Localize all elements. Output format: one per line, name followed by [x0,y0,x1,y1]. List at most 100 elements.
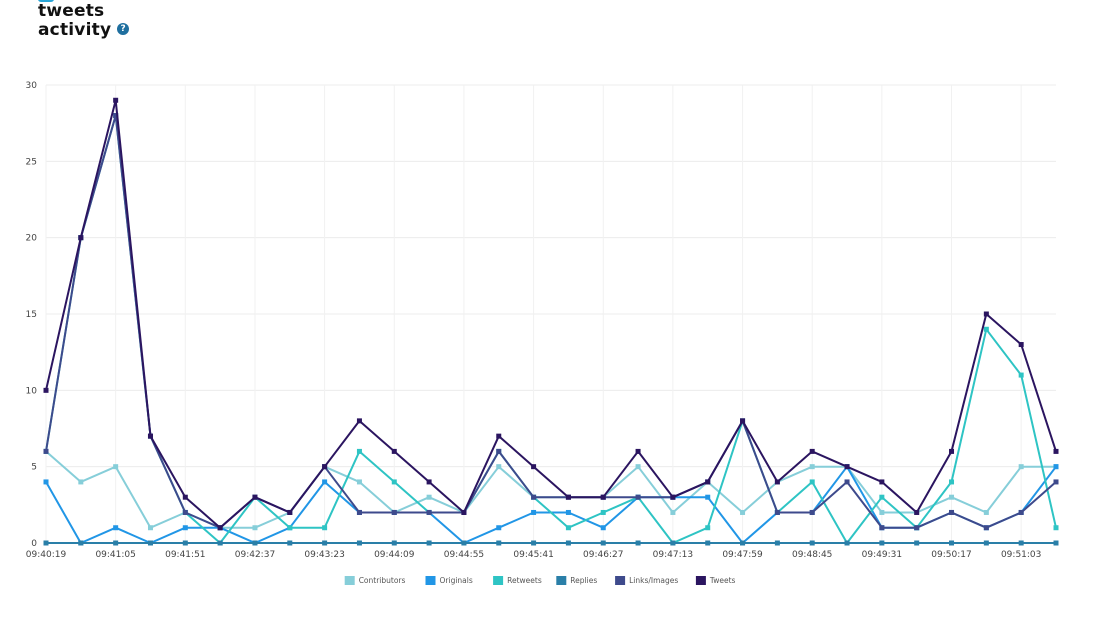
x-tick-label: 09:49:31 [862,550,902,560]
data-point [356,540,362,546]
data-point [774,479,780,485]
data-point [461,509,467,515]
data-point [78,479,84,485]
legend-label: Replies [570,576,597,585]
data-point [78,540,84,546]
data-point [356,418,362,424]
data-point [565,494,571,500]
data-point [949,509,955,515]
data-point [496,448,502,454]
data-point [426,540,432,546]
data-point [391,479,397,485]
data-point [391,509,397,515]
chart-grid [45,84,1056,544]
legend-swatch [344,576,355,585]
data-point [670,509,676,515]
data-point [43,479,49,485]
data-point [740,540,746,546]
data-point [426,479,432,485]
series-line [45,114,1057,529]
data-point [113,464,119,470]
data-point [1053,540,1059,546]
data-point [635,464,641,470]
legend-swatch [615,576,626,585]
y-tick-label: 15 [26,310,37,320]
x-tick-label: 09:51:03 [1001,550,1041,560]
legend-item: Retweets [493,576,542,585]
data-point [322,479,328,485]
data-point [809,540,815,546]
data-point [43,540,49,546]
data-point [252,540,258,546]
x-tick-label: 09:43:23 [304,550,344,560]
data-point [322,540,328,546]
data-point [182,540,188,546]
data-point [914,509,920,515]
data-point [983,311,989,317]
data-point [879,494,885,500]
x-tick-label: 09:45:41 [513,550,553,560]
legend-label: Tweets [709,576,736,585]
series-line [45,99,1057,529]
data-point [182,525,188,531]
data-point [113,540,119,546]
data-point [983,509,989,515]
series-originals [43,464,1059,546]
data-point [43,387,49,393]
data-point [356,479,362,485]
y-tick-label: 10 [26,386,38,396]
data-point [217,525,223,531]
chart-series [43,97,1059,546]
legend-item: Links/Images [615,576,678,585]
data-point [600,494,606,500]
y-tick-label: 0 [31,539,37,549]
data-point [287,525,293,531]
data-point [426,509,432,515]
data-point [531,464,537,470]
data-point [705,540,711,546]
data-point [983,326,989,332]
question-icon[interactable]: ? [117,23,130,35]
data-point [600,540,606,546]
data-point [600,509,606,515]
data-point [914,525,920,531]
x-tick-label: 09:40:19 [26,550,67,560]
data-point [147,540,153,546]
data-point [949,448,955,454]
x-tick-label: 09:46:27 [583,550,623,560]
data-point [461,540,467,546]
data-point [809,479,815,485]
data-point [182,494,188,500]
legend-item: Contributors [344,576,406,585]
data-point [879,479,885,485]
legend-item: Tweets [695,576,736,585]
data-point [496,433,502,439]
data-point [113,97,119,103]
data-point [949,540,955,546]
data-point [670,494,676,500]
data-point [635,494,641,500]
x-tick-label: 09:47:13 [653,550,693,560]
data-point [1053,448,1059,454]
data-point [1053,525,1059,531]
legend-item: Originals [425,576,473,585]
x-tick-label: 09:44:09 [374,550,415,560]
data-point [809,509,815,515]
data-point [774,509,780,515]
data-point [705,525,711,531]
series-replies [43,540,1059,546]
x-tick-label: 09:50:17 [931,550,971,560]
data-point [879,525,885,531]
series-line [45,114,1057,544]
data-point [531,509,537,515]
data-point [531,540,537,546]
data-point [426,494,432,500]
data-point [600,525,606,531]
page-title-line1: tweets [38,1,105,21]
x-tick-label: 09:41:05 [95,550,135,560]
data-point [391,540,397,546]
legend-swatch [425,576,436,585]
data-point [844,540,850,546]
data-point [1018,342,1024,348]
x-tick-label: 09:42:37 [235,550,275,560]
